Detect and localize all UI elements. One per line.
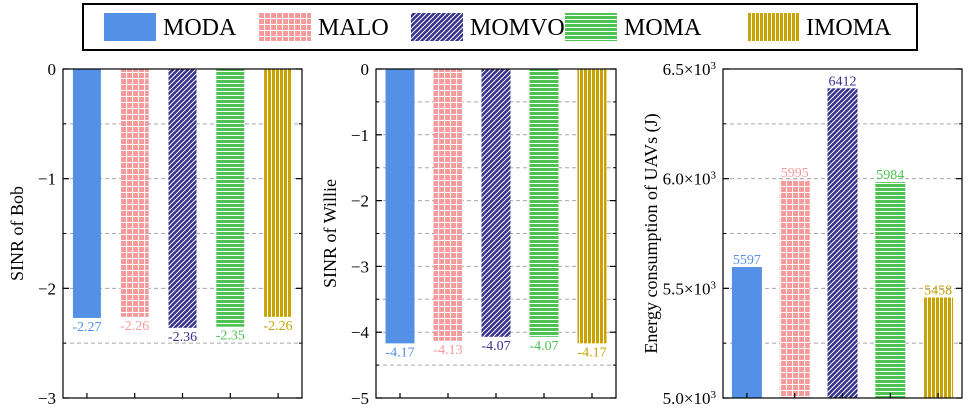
bar-moda [731,267,762,398]
value-label-imoma: -2.26 [264,319,293,334]
bar-momvo [168,69,197,328]
y-tick-label: −1 [38,170,56,189]
value-label-moda: -2.27 [72,320,101,335]
legend: MODA MALO MOMVO MOMA IMOMA [82,3,918,51]
bar-momvo [481,69,511,337]
y-tick-label: −2 [38,279,56,298]
bar-malo [433,69,463,341]
bar-moma [529,69,559,337]
legend-item-imoma: IMOMA [747,13,892,41]
value-label-moda: -4.17 [385,345,414,360]
legend-swatch-malo [259,13,311,41]
bar-moma [875,182,906,398]
bar-moda [72,69,101,318]
legend-item-moma: MOMA [565,13,702,41]
value-label-imoma: -4.17 [577,345,606,360]
value-label-malo: -4.13 [433,343,462,358]
legend-swatch-moda [104,13,156,41]
legend-swatch-momvo [411,13,463,41]
legend-swatch-moma [565,13,617,41]
y-tick-label: 6.5×103 [663,60,717,79]
legend-label-imoma: IMOMA [806,15,892,41]
y-tick-label: −2 [351,192,369,211]
y-axis-label: SINR of Bob [7,186,27,281]
value-label-moda: 5597 [733,253,761,268]
bar-malo [779,179,810,398]
panel-sinr-willie: -4.17 -4.13 -4.07 -4.07 -4.17 0 −1 −2 −3 −4 −5 SINR… [320,60,617,408]
value-label-imoma: 5458 [924,284,952,299]
value-label-moma: -4.07 [529,339,558,354]
legend-label-moda: MODA [163,15,237,41]
legend-item-moda: MODA [104,13,237,41]
value-label-momvo: -2.36 [168,330,197,345]
y-tick-label: −1 [351,126,369,145]
value-label-moma: 5984 [876,168,904,183]
y-tick-label: −3 [351,257,369,276]
bar-imoma [577,69,607,344]
bar-moma [216,69,245,327]
y-tick-label: 0 [48,60,57,79]
bar-moda [385,69,415,344]
bar-momvo [827,88,858,398]
value-label-malo: 5995 [781,166,809,181]
value-label-malo: -2.26 [120,319,149,334]
legend-swatch-imoma [747,13,799,41]
value-label-momvo: 6412 [829,74,857,89]
legend-label-moma: MOMA [624,15,702,41]
legend-item-momvo: MOMVO [411,13,565,41]
bar-imoma [923,297,954,398]
bar-imoma [264,69,293,317]
y-axis-label: SINR of Willie [320,179,340,288]
y-tick-label: −3 [38,389,56,408]
value-label-moma: -2.35 [216,329,245,344]
y-tick-label: −4 [351,323,370,342]
legend-label-momvo: MOMVO [470,15,565,41]
y-tick-label: −5 [351,389,369,408]
y-tick-label: 5.5×103 [663,279,717,298]
y-tick-label: 6.0×103 [663,170,717,189]
panel-sinr-bob: -2.27 -2.26 -2.36 -2.35 -2.26 0 −1 −2 −3 SINR of … [7,60,303,408]
bar-malo [120,69,149,317]
y-axis-label: Energy consumption of UAVs (J) [641,113,662,353]
y-tick-label: 0 [361,60,370,79]
y-tick-label: 5.0×103 [663,389,717,408]
value-label-momvo: -4.07 [481,339,510,354]
legend-label-malo: MALO [318,15,389,41]
panel-energy: 5597 5995 6412 5984 5458 5.0×103 5.5×103 6.0×10… [641,60,963,408]
legend-item-malo: MALO [259,13,389,41]
